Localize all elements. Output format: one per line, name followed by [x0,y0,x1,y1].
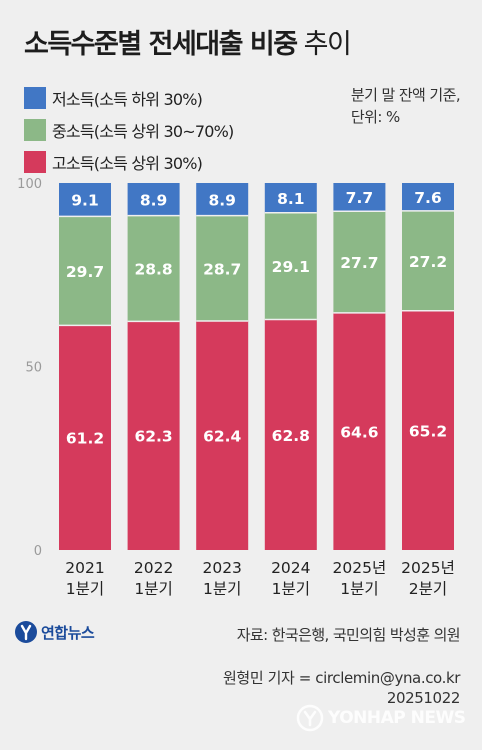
data-label-low: 7.7 [346,189,373,207]
bar-high [127,321,180,550]
chart-title-suffix: 추이 [303,29,352,60]
data-label-low: 7.6 [414,189,441,207]
data-label-mid: 27.2 [409,253,447,271]
legend: 저소득(소득 하위 30%) 중소득(소득 상위 30~70%) 고소득(소득 … [24,82,234,178]
unit-note-basis: 분기 말 잔액 기준, [350,86,461,104]
data-label-mid: 28.8 [134,261,172,279]
bar-low [127,183,180,216]
data-label-high: 62.3 [134,428,172,446]
y-tick-label: 100 [17,177,42,192]
credit: 원형민 기자 = circlemin@yna.co.kr 20251022 [223,668,460,708]
x-tick-label: 1분기 [340,580,378,598]
bar-low [333,183,386,212]
bar-mid [127,215,180,322]
data-label-high: 61.2 [66,430,104,448]
x-tick-label: 2022 [134,559,173,577]
bar-mid [196,215,249,321]
data-label-low: 8.9 [208,191,235,209]
data-label-high: 65.2 [409,422,447,440]
legend-label-mid: 중소득(소득 상위 30~70%) [52,122,234,141]
source-note: 자료: 한국은행, 국민의힘 박성훈 의원 [236,626,461,644]
bar-high [196,320,249,550]
stacked-bar-chart: 0 50 100 61.2 29.7 9.1 2021 1분기 62.3 28.8 8.9 2022 1… [17,177,455,598]
data-label-mid: 28.7 [203,260,241,278]
x-tick-label: 2분기 [409,580,447,598]
watermark-text: YONHAP NEWS [328,708,466,728]
watermark-icon [296,704,324,732]
legend-swatch-mid [24,119,46,141]
legend-item-low: 저소득(소득 하위 30%) [24,82,233,114]
yonhap-logo-text: 연합뉴스 [41,623,95,642]
data-label-low: 9.1 [71,192,98,210]
bar-low [264,183,317,213]
bar-high [333,312,386,550]
bar-mid [333,211,386,313]
yonhap-logo-icon [15,621,37,643]
legend-swatch-high [24,151,46,173]
bar-high [402,310,454,550]
data-label-mid: 27.7 [340,254,378,272]
bar-low [59,183,111,217]
chart-title-main: 소득수준별 전세대출 비중 [24,29,298,60]
data-label-low: 8.1 [277,190,304,208]
bar-mid [264,212,317,320]
data-label-high: 62.4 [203,427,241,445]
y-tick-label: 50 [25,361,42,376]
legend-label-low: 저소득(소득 하위 30%) [52,90,203,109]
bar-low [196,183,249,216]
yonhap-logo: 연합뉴스 [14,620,95,644]
legend-item-mid: 중소득(소득 상위 30~70%) [24,114,234,146]
x-tick-label: 1분기 [134,580,172,598]
legend-swatch-low [24,87,46,109]
data-label-low: 8.9 [140,191,167,209]
chart-title: 소득수준별 전세대출 비중 추이 [24,22,352,61]
credit-reporter: 원형민 기자 = circlemin@yna.co.kr [223,669,460,687]
bar-high [264,319,317,550]
unit-note-unit: 단위: % [350,108,400,126]
x-tick-label: 2024 [271,559,310,577]
data-label-high: 62.8 [272,427,310,445]
data-label-mid: 29.1 [272,258,310,276]
legend-item-high: 고소득(소득 상위 30%) [24,146,233,178]
unit-note: 분기 말 잔액 기준, 단위: % [350,84,461,128]
x-tick-label: 1분기 [203,580,241,598]
x-tick-label: 2025년 [333,559,387,577]
credit-date: 20251022 [386,689,461,707]
data-label-high: 64.6 [340,423,378,441]
bar-high [59,325,111,550]
x-tick-label: 2025년 [401,559,455,577]
legend-label-high: 고소득(소득 상위 30%) [52,154,203,173]
y-tick-label: 0 [34,544,42,559]
data-label-mid: 29.7 [66,263,104,281]
x-tick-label: 1분기 [66,580,104,598]
x-tick-label: 1분기 [272,580,310,598]
bar-mid [402,210,454,311]
x-tick-label: 2021 [65,559,104,577]
yonhap-watermark: YONHAP NEWS [296,704,466,732]
x-tick-label: 2023 [202,559,241,577]
bar-mid [59,216,111,326]
bar-low [402,183,454,211]
